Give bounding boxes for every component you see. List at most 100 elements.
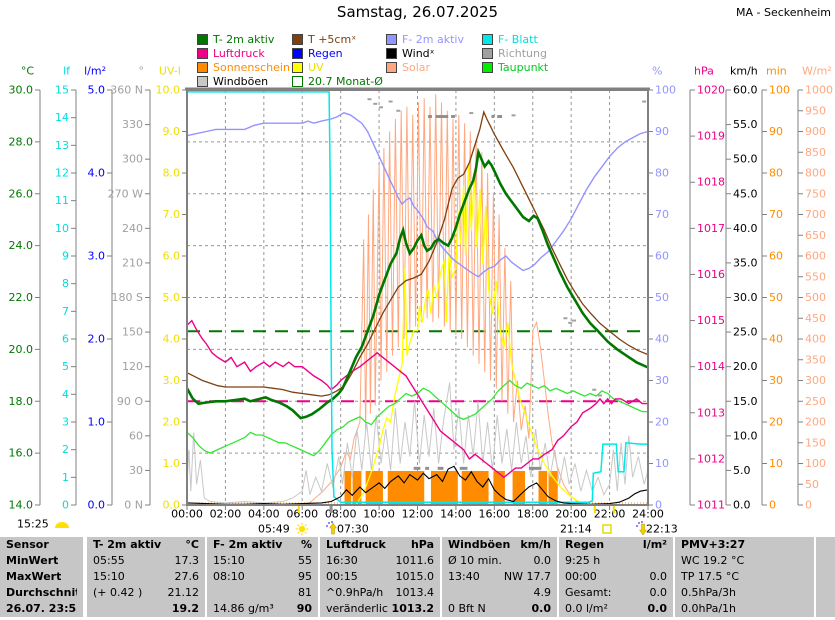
axis-label: 950 (805, 104, 826, 117)
legend-label: UV (308, 60, 324, 74)
sunshine-block (344, 470, 352, 504)
direction-point (642, 100, 647, 103)
legend-item: Sonnenschein (197, 60, 292, 74)
direction-point (511, 114, 516, 117)
table-cell-row: 0.0 l/m² 0.0 (565, 602, 667, 615)
table-header: PMV+3:27 (681, 538, 746, 551)
sun-icon (295, 522, 309, 536)
sunshine-block (461, 470, 489, 504)
series-f_2m (186, 112, 649, 278)
legend-label: Richtung (498, 46, 547, 60)
table-cell-row: 0.0hPa/1h (681, 602, 737, 615)
table-header: Regen l/m² (565, 538, 667, 551)
axis-label: 13 (55, 139, 69, 152)
legend-item: Richtung (482, 46, 592, 60)
axis-label: 800 (805, 167, 826, 180)
table-cell-row: 16:30 1011.6 (326, 554, 434, 567)
axis-label: 12:00 (402, 508, 434, 521)
direction-point (373, 102, 378, 105)
axis-label: °C (21, 65, 35, 78)
direction-point (572, 319, 577, 322)
table-cell-row: 15:10 55 (213, 554, 312, 567)
table-cell-row: (+ 0.42 ) 21.12 (93, 586, 199, 599)
direction-point (592, 388, 597, 391)
axis-label: 0 (769, 499, 776, 512)
axis-label: 600 (805, 250, 826, 263)
axis-label: 3 (62, 416, 69, 429)
legend-label: Taupunkt (498, 60, 549, 74)
axis-label: 24:00 (632, 508, 664, 521)
legend-label: Luftdruck (213, 46, 265, 60)
axis-label: 90 (655, 125, 669, 138)
axis-label: 0 (655, 499, 662, 512)
axis-label: 9.0 (163, 125, 181, 138)
axis-label: 7.0 (163, 208, 181, 221)
table-column: PMV+3:27 WC 19.2 °C TP 17.5 °C 0.5hPa/3h 0.0… (675, 537, 814, 617)
axis-label: 180 S (112, 291, 143, 304)
axis-label: 55.0 (733, 118, 758, 131)
axis-label: 650 (805, 229, 826, 242)
axis-label: 02:00 (210, 508, 242, 521)
table-column: Sensor MinWert MaxWert Durchschnitt 26.07. 2… (0, 537, 83, 617)
axis-label: 700 (805, 208, 826, 221)
axis-label: km/h (730, 65, 758, 78)
axis-label: W/m² (802, 65, 832, 78)
axis-label: 60 (129, 429, 143, 442)
sunshine-block (365, 470, 383, 504)
axis-label: 70 (655, 208, 669, 221)
axis-label: 450 (805, 312, 826, 325)
axis-label: 300 (805, 374, 826, 387)
axis-label: 5 (62, 360, 69, 373)
axis-label: 0.0 (88, 499, 106, 512)
axis-label: 60 (769, 250, 783, 263)
legend-item: Regen (292, 46, 386, 60)
axis-label: 4.0 (163, 333, 181, 346)
sensor-summary-table: Sensor MinWert MaxWert Durchschnitt 26.07. 2… (0, 537, 835, 617)
axis-label: 10.0 (156, 84, 181, 97)
axis-label: 0.0 (733, 499, 751, 512)
legend-label: Sonnenschein (213, 60, 290, 74)
sunshine-block (548, 470, 558, 504)
legend-swatch-icon (197, 75, 208, 87)
axis-label: 50 (769, 291, 783, 304)
axis-label: 14:00 (440, 508, 472, 521)
axis-label: 1000 (805, 84, 833, 97)
axis-label: 1011 (697, 499, 725, 512)
table-row-label: MaxWert (6, 570, 62, 583)
legend-item: Luftdruck (197, 46, 292, 60)
legend-swatch-icon (386, 33, 397, 45)
axis-label: 15:25 (17, 518, 49, 531)
legend-label: F- 2m aktiv (402, 32, 464, 46)
legend-item: 20.7 Monat-Ø (292, 74, 386, 88)
axis-label: 750 (805, 187, 826, 200)
axis-label: 200 (805, 416, 826, 429)
legend-label: T +5cmˣ (308, 32, 357, 46)
axis-label: 1012 (697, 452, 725, 465)
legend-label: 20.7 Monat-Ø (308, 74, 383, 88)
legend-item: Windböen (197, 74, 292, 88)
axis-label: 25.0 (733, 326, 758, 339)
axis-label: 14.0 (9, 499, 34, 512)
axis-label: 28.0 (9, 135, 34, 148)
axis-label: 4 (62, 388, 69, 401)
table-column: Windböen km/h Ø 10 min. 0.0 13:40 NW 17.7 4.9 0… (442, 537, 557, 617)
axis-label: 50 (655, 291, 669, 304)
axis-label: 550 (805, 270, 826, 283)
axis-label: 45.0 (733, 187, 758, 200)
axis-label: 1019 (697, 130, 725, 143)
table-cell-row: WC 19.2 °C (681, 554, 745, 567)
table-column: T- 2m aktiv °C 05:55 17.3 15:10 27.6 (+ 0.42 )… (87, 537, 205, 617)
axis-label: 1018 (697, 176, 725, 189)
axis-label: 16.0 (9, 447, 34, 460)
direction-point (396, 109, 401, 112)
legend-label: Solar (402, 60, 431, 74)
legend-swatch-icon (292, 61, 303, 73)
axis-label: 30 (129, 464, 143, 477)
axis-label: 10 (769, 457, 783, 470)
table-row-label: 26.07. 23:55 (6, 602, 77, 615)
axis-label: hPa (694, 65, 714, 78)
axis-label: 90 O (117, 395, 143, 408)
square-icon (602, 524, 612, 534)
axis-label: 2.0 (88, 333, 106, 346)
